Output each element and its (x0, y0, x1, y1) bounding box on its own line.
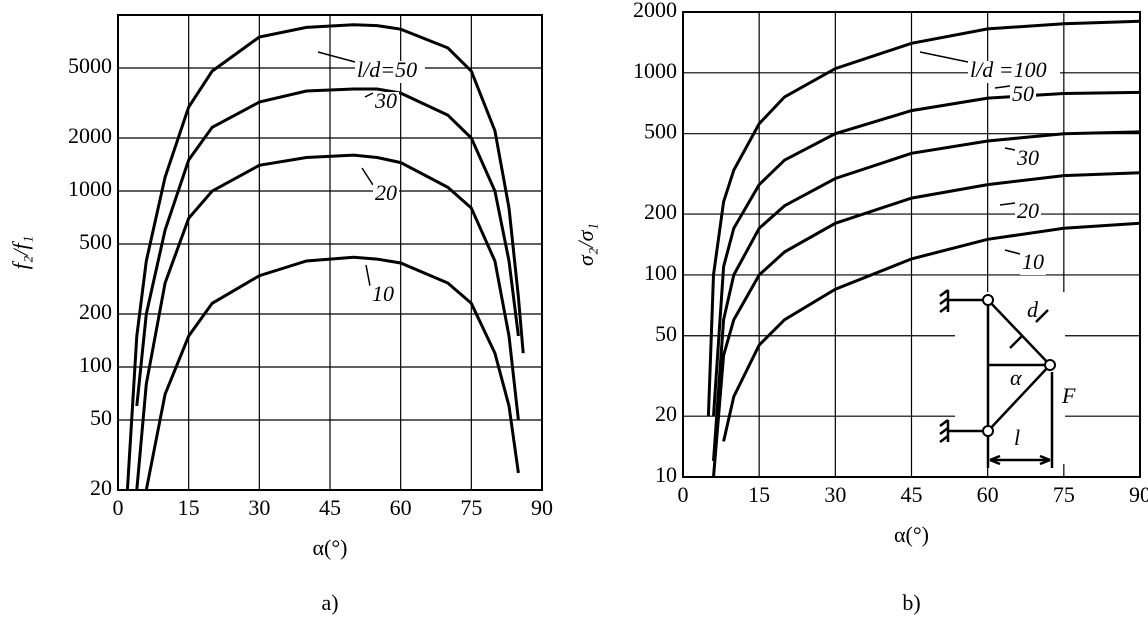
y-tick-label: 10 (655, 462, 677, 487)
curve (712, 171, 1141, 478)
diagram-label: α (1010, 365, 1022, 390)
caption: b) (902, 590, 920, 615)
y-tick-label: 500 (79, 229, 112, 254)
label-bg (1010, 85, 1036, 107)
x-tick-label: 0 (113, 495, 124, 520)
y-tick-label: 200 (644, 199, 677, 224)
x-axis-label: α(°) (313, 535, 348, 560)
y-tick-label: 20 (655, 401, 677, 426)
curve-label: 30 (1016, 145, 1039, 170)
x-tick-label: 90 (1129, 482, 1148, 507)
y-tick-label: 2000 (68, 123, 112, 148)
plot-frame (682, 11, 1141, 478)
x-tick-label: 0 (678, 482, 689, 507)
x-tick-label: 30 (248, 495, 270, 520)
y-axis-label: f₂/f₁ (8, 236, 33, 270)
label-leader (317, 51, 356, 63)
diagram-label: F (1061, 383, 1076, 408)
x-tick-label: 90 (531, 495, 553, 520)
label-bg (373, 92, 399, 114)
label-bg (1015, 149, 1041, 171)
label-leader (919, 51, 969, 63)
y-tick-label: 20 (90, 475, 112, 500)
curve (135, 87, 520, 407)
x-axis-label: α(°) (894, 522, 929, 547)
x-tick-label: 45 (901, 482, 923, 507)
label-bg (1015, 202, 1041, 224)
curve (722, 221, 1141, 442)
y-tick-label: 200 (79, 299, 112, 324)
curve-label: l/d=50 (357, 57, 417, 82)
x-tick-label: 30 (824, 482, 846, 507)
y-tick-label: 2000 (633, 0, 677, 22)
label-leader (994, 85, 1011, 89)
label-leader (1004, 249, 1021, 255)
y-tick-label: 1000 (68, 176, 112, 201)
curve-label: 30 (374, 88, 397, 113)
x-tick-label: 15 (748, 482, 770, 507)
y-tick-label: 5000 (68, 53, 112, 78)
truss-diagram: d α F l (939, 289, 1076, 468)
label-leader (1004, 147, 1016, 151)
curve-label: 10 (1022, 249, 1044, 274)
x-tick-label: 15 (178, 495, 200, 520)
curve (144, 255, 520, 491)
label-leader (364, 92, 374, 98)
x-tick-label: 75 (1053, 482, 1075, 507)
label-bg (370, 285, 396, 307)
curve (135, 153, 520, 491)
y-axis-label: σ₂/σ₁ (573, 223, 598, 266)
label-bg (968, 61, 1060, 83)
curve-label: 20 (1017, 198, 1039, 223)
y-tick-label: 100 (644, 260, 677, 285)
diagram-label: l (1014, 425, 1020, 450)
curve-label: 50 (1012, 81, 1034, 106)
curve-label: l/d =100 (970, 57, 1047, 82)
label-bg (1020, 253, 1046, 275)
y-tick-label: 50 (655, 321, 677, 346)
y-tick-label: 500 (644, 119, 677, 144)
y-tick-label: 100 (79, 352, 112, 377)
curve (706, 19, 1141, 417)
diagram-label: d (1027, 297, 1039, 322)
curve-label: 10 (372, 281, 394, 306)
label-leader (361, 167, 374, 186)
label-bg (355, 61, 425, 83)
y-tick-label: 1000 (633, 58, 677, 83)
label-leader (999, 202, 1016, 206)
caption: a) (321, 590, 338, 615)
curve (125, 23, 525, 491)
curve-label: 20 (375, 180, 397, 205)
plot-frame (117, 14, 543, 491)
x-tick-label: 75 (460, 495, 482, 520)
label-bg (373, 184, 399, 206)
x-tick-label: 45 (319, 495, 341, 520)
label-leader (365, 264, 371, 287)
x-tick-label: 60 (977, 482, 999, 507)
curve (712, 130, 1141, 462)
x-tick-label: 60 (390, 495, 412, 520)
y-tick-label: 50 (90, 405, 112, 430)
